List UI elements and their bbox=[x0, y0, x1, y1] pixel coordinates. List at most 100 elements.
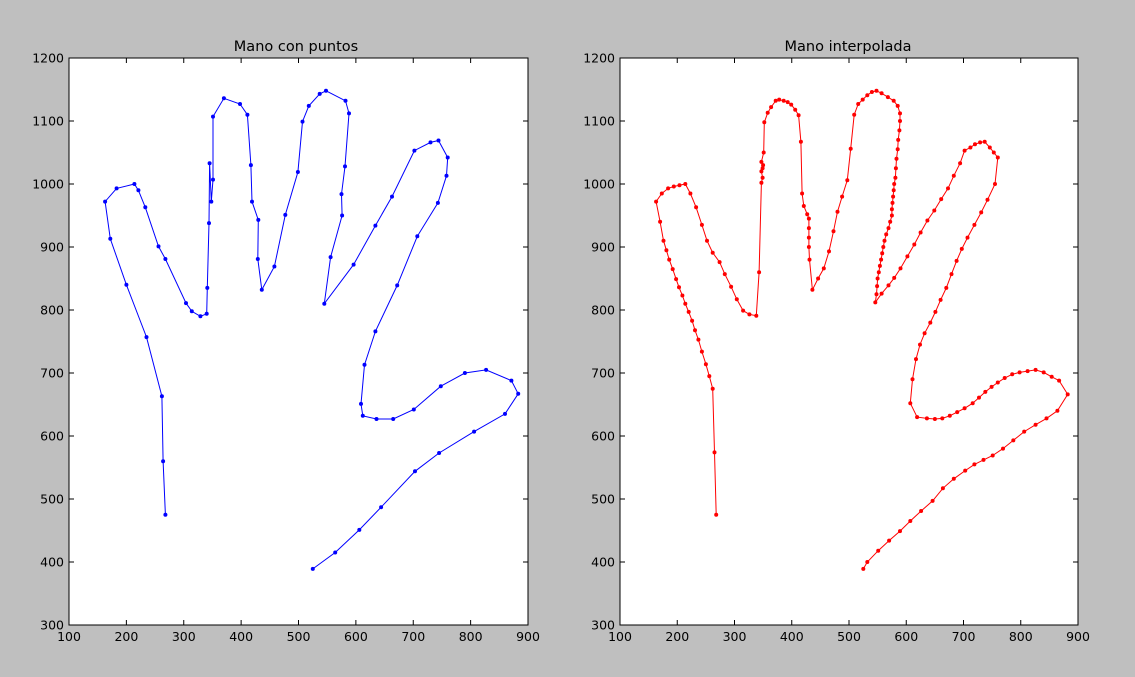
data-point bbox=[930, 498, 935, 503]
x-tick-label: 500 bbox=[837, 629, 861, 644]
data-point bbox=[989, 384, 994, 389]
data-point bbox=[707, 374, 712, 379]
data-point bbox=[977, 395, 981, 400]
data-point bbox=[805, 212, 810, 217]
data-point bbox=[922, 331, 927, 336]
y-tick-label: 300 bbox=[40, 618, 64, 633]
data-point bbox=[300, 119, 305, 124]
data-point bbox=[143, 205, 148, 210]
data-point bbox=[683, 182, 688, 186]
data-point bbox=[860, 97, 865, 102]
data-point bbox=[362, 362, 367, 367]
data-point bbox=[940, 486, 945, 491]
data-point bbox=[699, 349, 704, 354]
data-point bbox=[741, 308, 746, 313]
data-point bbox=[435, 200, 440, 205]
data-point bbox=[895, 147, 900, 152]
data-point bbox=[1025, 369, 1030, 374]
data-point bbox=[207, 221, 211, 226]
data-point bbox=[910, 377, 915, 382]
data-point bbox=[759, 159, 764, 164]
data-point bbox=[436, 138, 441, 143]
data-point bbox=[973, 142, 977, 147]
data-point bbox=[806, 226, 811, 231]
y-tick-label: 600 bbox=[40, 429, 64, 444]
data-point bbox=[889, 207, 894, 212]
y-tick-label: 600 bbox=[591, 429, 615, 444]
data-point bbox=[875, 284, 880, 289]
data-point bbox=[908, 519, 913, 523]
data-point bbox=[333, 550, 338, 555]
data-point bbox=[747, 312, 752, 317]
data-point bbox=[951, 173, 956, 178]
data-point bbox=[255, 257, 260, 261]
data-point bbox=[897, 128, 902, 133]
data-point bbox=[516, 391, 521, 396]
chart-right-title: Mano interpolada bbox=[785, 39, 912, 55]
data-point bbox=[972, 462, 977, 467]
data-point bbox=[982, 139, 987, 144]
x-tick-label: 800 bbox=[459, 629, 483, 644]
data-point bbox=[889, 213, 894, 218]
data-point bbox=[962, 148, 967, 153]
data-point bbox=[991, 150, 996, 155]
y-tick-label: 500 bbox=[591, 492, 615, 507]
data-point bbox=[677, 183, 682, 188]
data-point bbox=[374, 417, 379, 421]
y-tick-label: 900 bbox=[591, 240, 615, 255]
data-point bbox=[801, 204, 806, 208]
data-point bbox=[940, 416, 945, 421]
data-point bbox=[1017, 370, 1022, 375]
data-point bbox=[438, 384, 443, 389]
data-point bbox=[932, 417, 937, 421]
data-point bbox=[759, 180, 764, 185]
series-line bbox=[104, 90, 519, 570]
y-tick-label: 700 bbox=[591, 366, 615, 381]
data-point bbox=[894, 156, 899, 161]
data-point bbox=[876, 270, 881, 275]
data-point bbox=[865, 93, 870, 98]
data-point bbox=[437, 451, 442, 455]
data-point bbox=[1011, 438, 1016, 443]
data-point bbox=[503, 411, 507, 416]
data-point bbox=[869, 90, 874, 94]
data-point bbox=[993, 182, 997, 186]
data-point bbox=[912, 242, 917, 247]
data-point bbox=[938, 297, 943, 302]
data-point bbox=[699, 222, 704, 227]
data-point bbox=[688, 191, 693, 196]
data-point bbox=[890, 200, 895, 205]
data-point bbox=[717, 260, 722, 265]
y-tick-label: 800 bbox=[591, 303, 615, 318]
data-point bbox=[785, 100, 790, 105]
data-point bbox=[357, 527, 362, 532]
chart-left-title: Mano con puntos bbox=[234, 39, 358, 55]
data-point bbox=[238, 102, 242, 106]
data-point bbox=[876, 548, 881, 553]
data-point bbox=[970, 401, 975, 406]
y-tick-label: 300 bbox=[591, 618, 615, 633]
data-point bbox=[693, 328, 697, 333]
data-point bbox=[951, 476, 956, 481]
data-point bbox=[877, 263, 882, 268]
y-tick-label: 1200 bbox=[32, 51, 64, 66]
data-point bbox=[189, 309, 194, 314]
data-point bbox=[806, 235, 811, 240]
data-point bbox=[892, 182, 897, 186]
data-point bbox=[885, 95, 890, 100]
data-point bbox=[658, 219, 663, 224]
data-point bbox=[933, 309, 938, 314]
data-point bbox=[132, 182, 137, 186]
y-tick-label: 800 bbox=[40, 303, 64, 318]
data-point bbox=[103, 199, 108, 204]
y-tick-label: 400 bbox=[40, 555, 64, 570]
data-point bbox=[963, 468, 968, 473]
data-point bbox=[114, 186, 119, 191]
data-point bbox=[445, 155, 450, 160]
data-point bbox=[821, 266, 826, 271]
x-tick-label: 300 bbox=[172, 629, 196, 644]
data-point bbox=[873, 300, 878, 305]
data-point bbox=[211, 177, 215, 182]
data-point bbox=[390, 194, 394, 199]
data-point bbox=[310, 566, 315, 571]
